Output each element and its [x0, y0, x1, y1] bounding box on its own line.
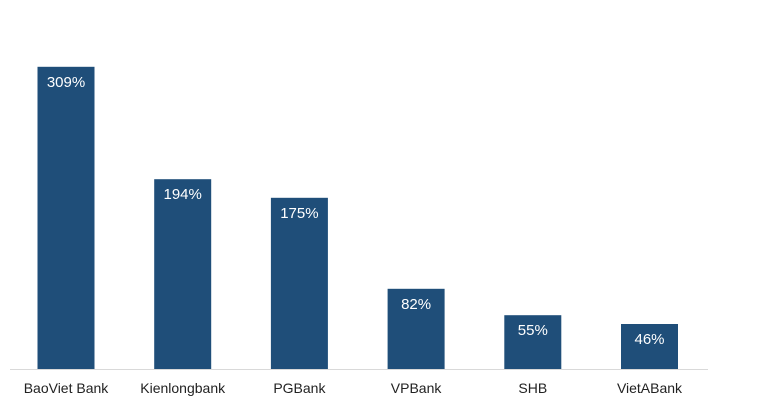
x-tick-label: Kienlongbank — [140, 380, 226, 396]
data-label: 46% — [634, 331, 664, 348]
x-tick-label: BaoViet Bank — [24, 380, 110, 396]
bar-kienlongbank — [154, 179, 212, 369]
bar-shb — [504, 315, 562, 369]
x-tick-label: VPBank — [391, 380, 443, 396]
bar-vietabank — [621, 324, 678, 369]
x-tick-label: VietABank — [617, 380, 683, 396]
x-tick-label: PGBank — [273, 380, 326, 396]
x-tick-label: SHB — [518, 380, 547, 396]
data-label: 194% — [164, 186, 202, 203]
bar-baoviet-bank — [37, 66, 95, 370]
bars-group — [37, 66, 678, 370]
data-label: 55% — [518, 322, 548, 339]
data-label: 309% — [47, 74, 85, 91]
bar-vpbank — [387, 288, 445, 369]
data-label: 82% — [401, 296, 431, 313]
x-tick-labels-group: BaoViet Bank Kienlongbank PGBank VPBank SHB V… — [24, 380, 683, 396]
data-labels-group: 309% 194% 175% 82% 55% 46% — [47, 74, 665, 348]
bar-pgbank — [270, 197, 328, 369]
data-label: 175% — [280, 205, 318, 222]
